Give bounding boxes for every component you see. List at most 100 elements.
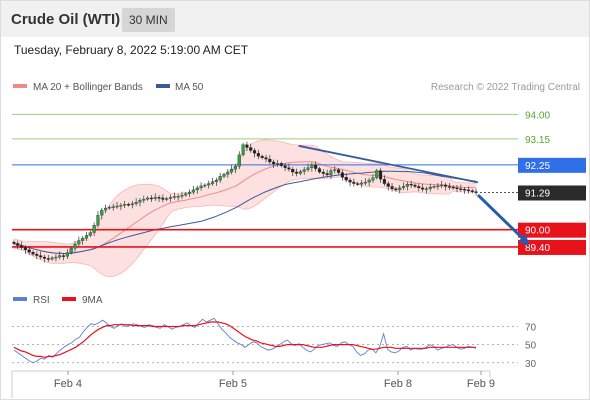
- candle-43: [176, 193, 180, 201]
- candle-body: [340, 172, 344, 178]
- candle-64: [256, 149, 260, 160]
- candle-87: [344, 173, 348, 183]
- candle-body: [337, 169, 341, 173]
- candle-body: [302, 169, 306, 172]
- candle-body: [107, 207, 111, 209]
- level-label-3: 91.29: [525, 188, 550, 199]
- candle-36: [149, 195, 153, 202]
- candle-body: [165, 198, 169, 200]
- level-label-5: 89.40: [525, 243, 550, 254]
- candle-96: [379, 167, 383, 183]
- candle-body: [310, 164, 314, 168]
- candle-110: [432, 184, 436, 189]
- candle-24: [104, 204, 108, 213]
- candle-body: [188, 192, 192, 194]
- candle-body: [252, 150, 257, 154]
- candle-body: [329, 170, 333, 176]
- candle-body: [287, 167, 291, 170]
- candle-104: [409, 180, 413, 188]
- watermark-text: Research © 2022 Trading Central: [431, 82, 580, 93]
- candle-101: [398, 185, 402, 194]
- candle-90: [356, 181, 360, 186]
- candle-body: [272, 161, 276, 165]
- candle-0: [12, 240, 16, 246]
- candle-body: [436, 185, 440, 188]
- candle-100: [394, 187, 398, 192]
- time-tick-label-3: Feb 9: [467, 378, 495, 390]
- candle-body: [275, 163, 280, 165]
- candle-121: [474, 188, 478, 196]
- legend-9ma-label: 9MA: [82, 295, 103, 306]
- candle-body: [371, 177, 375, 181]
- candle-108: [424, 186, 428, 194]
- candle-95: [375, 168, 379, 180]
- candle-body: [367, 179, 371, 183]
- timeframe-badge[interactable]: 30 MIN: [122, 8, 175, 32]
- candle-59: [237, 151, 241, 170]
- candle-body: [222, 174, 226, 177]
- candle-body: [398, 187, 402, 191]
- candle-45: [184, 191, 188, 197]
- candle-69: [275, 159, 280, 167]
- candle-body: [440, 184, 444, 187]
- candle-body: [298, 171, 302, 174]
- candle-49: [199, 182, 203, 191]
- candle-65: [260, 154, 264, 160]
- rsi-panel: 70 50 30: [12, 317, 537, 370]
- candle-51: [207, 180, 211, 189]
- level-box-3: [518, 185, 586, 201]
- instrument-title: Crude Oil (WTI): [11, 11, 121, 28]
- time-tick-label-1: Feb 5: [219, 378, 247, 390]
- candle-body: [138, 200, 142, 203]
- candle-body: [134, 202, 138, 204]
- candle-5: [31, 250, 35, 256]
- candle-15: [69, 246, 73, 255]
- candle-84: [333, 166, 337, 174]
- ma50-line: [13, 170, 477, 254]
- candle-body: [421, 187, 425, 190]
- candle-67: [268, 155, 272, 165]
- candle-39: [161, 194, 165, 203]
- candle-body: [344, 177, 348, 181]
- chart-header: Crude Oil (WTI) 30 MIN: [1, 1, 589, 37]
- candle-body: [260, 156, 264, 158]
- legend-ma50-label: MA 50: [175, 82, 204, 93]
- candle-13: [62, 253, 66, 261]
- candle-body: [245, 144, 249, 148]
- price-panel: 94.00 93.15 92.25 91.29 90.00 89.40: [12, 110, 586, 278]
- candle-22: [96, 211, 100, 228]
- candle-85: [337, 168, 341, 175]
- candle-body: [233, 166, 238, 170]
- candle-80: [317, 166, 322, 174]
- candle-body: [424, 188, 428, 190]
- candle-106: [417, 183, 421, 192]
- level-label-4: 90.00: [525, 226, 550, 237]
- candle-body: [73, 243, 77, 249]
- legend-ma20-label: MA 20 + Bollinger Bands: [33, 82, 143, 93]
- candle-52: [210, 177, 215, 186]
- candle-114: [447, 182, 451, 190]
- candle-body: [210, 181, 215, 184]
- candle-body: [237, 154, 241, 167]
- candle-19: [84, 231, 89, 242]
- candle-body: [264, 157, 268, 160]
- candle-body: [470, 190, 474, 192]
- candle-103: [405, 181, 409, 191]
- candle-32: [134, 198, 138, 207]
- candle-76: [302, 166, 306, 175]
- candle-58: [233, 163, 238, 174]
- candle-23: [100, 207, 104, 220]
- candle-3: [23, 245, 27, 254]
- candle-body: [379, 170, 383, 180]
- candle-body: [100, 209, 104, 216]
- candle-48: [195, 185, 199, 194]
- candle-79: [314, 161, 318, 172]
- candle-47: [191, 185, 195, 195]
- candle-83: [329, 168, 333, 179]
- candle-body: [176, 196, 180, 198]
- candle-body: [104, 207, 108, 211]
- candle-body: [375, 170, 379, 178]
- candle-18: [81, 236, 85, 245]
- candle-50: [203, 183, 207, 188]
